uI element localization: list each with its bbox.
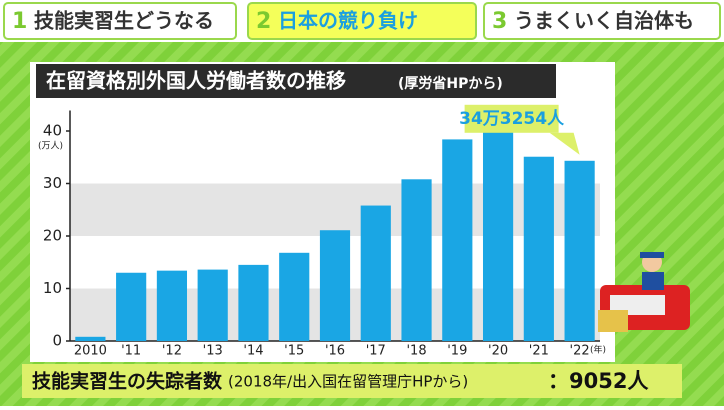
y-tick-label: 30 (43, 174, 62, 192)
bar (279, 252, 310, 341)
illustration (598, 252, 690, 332)
bar (75, 336, 106, 341)
y-tick-label: 10 (43, 279, 62, 297)
tab (247, 2, 477, 40)
bar (442, 139, 473, 341)
x-tick-label: '14 (243, 344, 263, 359)
tab-label: 日本の競り負け (278, 9, 418, 33)
x-tick-label: '11 (121, 344, 141, 359)
tab-label: 技能実習生どうなる (34, 9, 214, 33)
footer-band (22, 364, 682, 398)
footer-value: ：9052人 (548, 369, 648, 393)
bar (360, 205, 391, 341)
label-pointer (549, 132, 580, 155)
tab (483, 2, 721, 40)
worker-cap (640, 252, 664, 258)
bar (238, 264, 269, 341)
bar (156, 270, 188, 341)
chart-title: 在留資格別外国人労働者数の推移 (46, 69, 346, 93)
tab (3, 2, 237, 40)
label-box (464, 104, 559, 133)
y-tick-label: 0 (52, 332, 62, 350)
x-tick-label: '12 (162, 344, 182, 359)
worker-body (642, 272, 664, 290)
grid-band (70, 183, 600, 236)
value-label: 34万3254人 (459, 109, 565, 129)
bar (482, 129, 514, 341)
bar (401, 179, 432, 341)
x-tick-label: 2010 (74, 344, 107, 359)
x-tick-label: '15 (284, 344, 304, 359)
x-tick-label: '19 (447, 344, 467, 359)
x-tick-label: '16 (325, 344, 345, 359)
x-tick-label: '13 (203, 344, 223, 359)
footer-label: 技能実習生の失踪者数 (32, 370, 223, 393)
y-unit: (万人) (38, 141, 63, 152)
y-tick-label: 40 (43, 122, 62, 140)
bar (523, 156, 554, 341)
x-tick-label: '17 (366, 344, 386, 359)
bar (116, 272, 147, 341)
rice (598, 310, 628, 332)
tab-number: 3 (492, 9, 507, 34)
tab-number: 2 (256, 9, 271, 34)
title-box (36, 64, 556, 98)
x-tick-label: '21 (529, 344, 549, 359)
x-tick-label: '18 (406, 344, 426, 359)
bar (319, 230, 351, 341)
bar (197, 269, 228, 341)
footer-source: (2018年/出入国在留管理庁HPから) (228, 373, 468, 391)
x-tick-label: '22 (570, 344, 590, 359)
chart-subtitle: (厚労省HPから) (398, 75, 503, 92)
x-tick-label: '20 (488, 344, 508, 359)
plot: 0 10 20 30 40(万人) 2010 '11 '12 '13 '14 '15 '16 '17 '1… (38, 104, 606, 359)
x-unit: (年) (590, 344, 606, 356)
bar (564, 160, 595, 341)
tab-number: 1 (12, 9, 27, 34)
y-tick-label: 20 (43, 227, 62, 245)
tabs: 1 技能実習生どうなる 2 日本の競り負け 3 うまくいく自治体も (3, 2, 721, 40)
tab-label: うまくいく自治体も (514, 9, 694, 33)
